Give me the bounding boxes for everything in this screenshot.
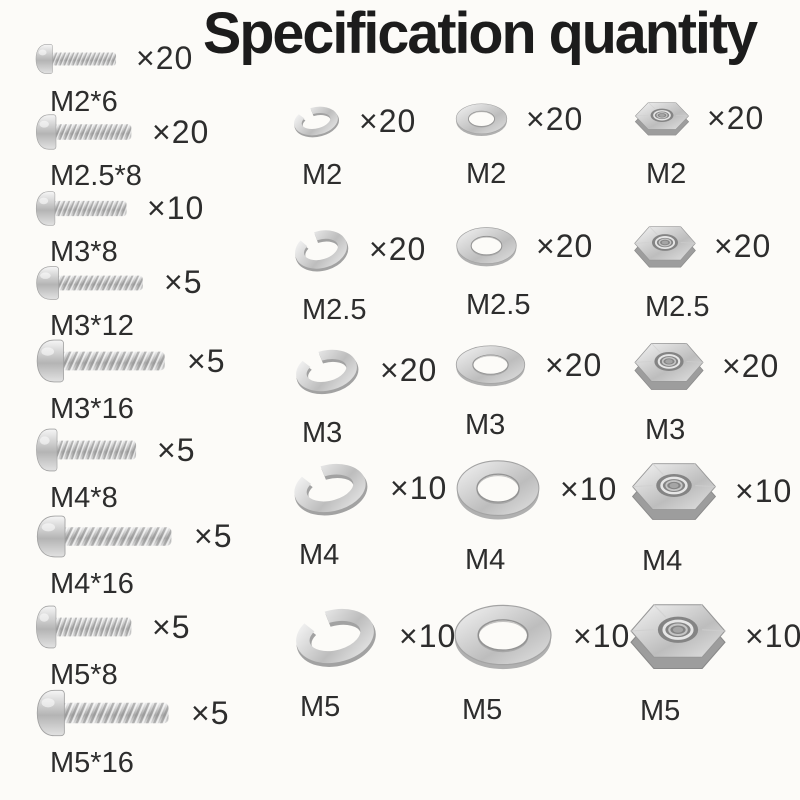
size-label: M4: [642, 545, 683, 577]
screw-row-m5x8: ×5 M5*8: [34, 604, 190, 692]
spring-washer-icon: [289, 343, 364, 398]
screw-row-m2x6: ×20 M2*6: [34, 40, 193, 119]
size-label: M2.5: [645, 291, 710, 323]
flat-washer-cell-m4: ×10 M4: [452, 454, 617, 577]
quantity-label: ×20: [714, 228, 772, 264]
quantity-label: ×5: [152, 608, 191, 645]
size-label: M2.5: [302, 294, 367, 326]
size-label: M4: [465, 544, 506, 576]
spring-washer-icon: [286, 456, 374, 520]
flat-washer-cell-m2: ×20 M2: [453, 100, 583, 191]
size-label: M4*8: [50, 482, 118, 514]
screw-row-m3x8: ×10 M3*8: [34, 190, 204, 269]
size-label: M2: [466, 158, 507, 190]
size-label: M3: [645, 414, 686, 446]
quantity-label: ×5: [157, 431, 196, 468]
quantity-label: ×5: [187, 342, 226, 379]
size-label: M5*16: [50, 747, 134, 779]
quantity-label: ×10: [147, 190, 205, 226]
quantity-label: ×10: [745, 617, 800, 654]
quantity-label: ×5: [194, 518, 233, 554]
size-label: M2: [302, 159, 343, 191]
screw-icon: [35, 605, 132, 649]
size-label: M5: [640, 695, 681, 727]
spring-washer-cell-m2.5: ×20 M2.5: [289, 224, 426, 327]
flat-washer-icon: [456, 227, 517, 267]
flat-washer-cell-m2.5: ×20 M2.5: [453, 223, 593, 322]
quantity-label: ×20: [536, 228, 594, 264]
flat-washer-icon: [456, 460, 540, 521]
screw-icon: [35, 114, 132, 150]
screw-row-m3x16: ×5 M3*16: [34, 338, 225, 426]
spring-washer-icon: [287, 600, 383, 672]
screw-row-m4x8: ×5 M4*8: [34, 427, 195, 515]
size-label: M2.5*8: [50, 160, 142, 192]
flat-washer-icon: [454, 604, 552, 670]
screw-row-m5x16: ×5 M5*16: [34, 688, 229, 780]
quantity-label: ×20: [369, 231, 427, 267]
screw-row-m4x16: ×5 M4*16: [34, 514, 232, 601]
hex-nut-icon: [631, 462, 717, 521]
screw-icon: [36, 265, 144, 300]
hex-nut-icon: [633, 225, 697, 269]
quantity-label: ×20: [380, 352, 438, 388]
screw-row-m2.5x8: ×20 M2.5*8: [34, 113, 209, 193]
size-label: M3: [302, 417, 343, 449]
flat-washer-cell-m3: ×20 M3: [452, 341, 602, 442]
quantity-label: ×5: [191, 694, 230, 731]
size-label: M2.5: [466, 289, 531, 321]
flat-washer-cell-m5: ×10 M5: [449, 598, 630, 727]
size-label: M2: [646, 158, 687, 190]
quantity-label: ×10: [560, 471, 618, 507]
hex-nut-icon: [633, 342, 705, 391]
quantity-label: ×20: [545, 347, 603, 383]
hex-nut-icon: [634, 101, 690, 136]
spring-washer-icon: [289, 224, 353, 275]
quantity-label: ×10: [390, 469, 448, 506]
size-label: M5*8: [50, 659, 118, 691]
spring-washer-cell-m3: ×20 M3: [289, 343, 437, 450]
screw-icon: [35, 191, 127, 226]
flat-washer-icon: [455, 103, 508, 137]
size-label: M5: [300, 691, 341, 723]
size-label: M3*16: [50, 393, 134, 425]
screw-icon: [36, 339, 166, 383]
quantity-label: ×20: [136, 40, 194, 76]
hex-nut-cell-m4: ×10 M4: [629, 456, 792, 578]
hex-nut-cell-m2.5: ×20 M2.5: [632, 221, 771, 324]
spring-washer-cell-m4: ×10 M4: [286, 456, 447, 572]
screw-row-m3x12: ×5 M3*12: [34, 264, 202, 343]
spring-washer-icon: [289, 102, 343, 140]
size-label: M5: [462, 694, 503, 726]
screw-icon: [35, 43, 117, 74]
flat-washer-icon: [455, 345, 526, 387]
quantity-label: ×10: [573, 618, 631, 654]
quantity-label: ×20: [722, 347, 780, 384]
quantity-label: ×20: [359, 102, 417, 139]
quantity-label: ×5: [164, 264, 203, 300]
page-title: Specification quantity: [203, 1, 758, 66]
size-label: M3*12: [50, 310, 134, 342]
size-label: M3: [465, 409, 506, 441]
screw-icon: [36, 515, 172, 558]
hex-nut-cell-m5: ×10 M5: [627, 596, 800, 728]
spring-washer-cell-m5: ×10 M5: [287, 600, 456, 724]
spring-washer-cell-m2: ×20 M2: [289, 102, 416, 192]
quantity-label: ×20: [526, 101, 584, 137]
quantity-label: ×10: [399, 617, 457, 654]
size-label: M3*8: [50, 236, 118, 268]
size-label: M2*6: [50, 86, 118, 118]
hex-nut-icon: [629, 603, 727, 670]
size-label: M4*16: [50, 568, 134, 600]
quantity-label: ×20: [707, 100, 765, 136]
size-label: M4: [299, 539, 340, 571]
hex-nut-cell-m3: ×20 M3: [632, 337, 779, 447]
quantity-label: ×10: [735, 472, 793, 509]
quantity-label: ×20: [152, 113, 210, 150]
screw-icon: [35, 428, 137, 472]
screw-icon: [36, 689, 170, 737]
hex-nut-cell-m2: ×20 M2: [633, 98, 764, 191]
